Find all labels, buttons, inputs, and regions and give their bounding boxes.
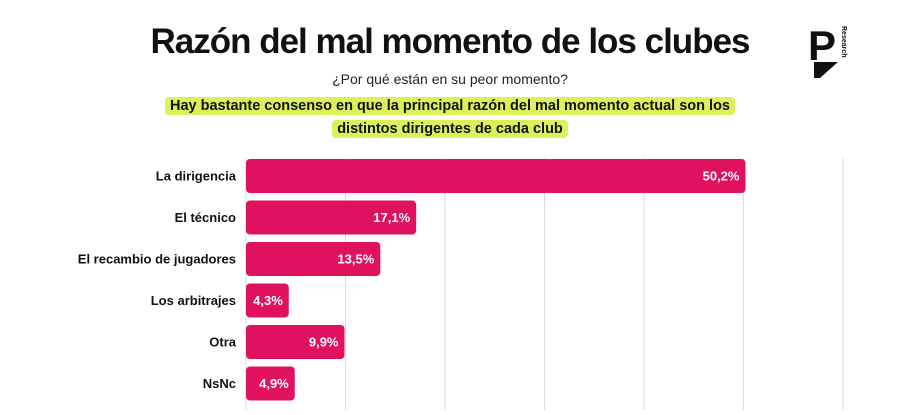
- logo-letter: P: [808, 22, 836, 69]
- category-label: Otra: [209, 335, 237, 350]
- chart-title: Razón del mal momento de los clubes: [150, 22, 750, 61]
- category-label: La dirigencia: [156, 169, 237, 184]
- logo-flag-shape: [814, 62, 838, 78]
- logo-text: Research: [840, 26, 847, 58]
- chart-subtitle: ¿Por qué están en su peor momento?: [332, 71, 568, 87]
- value-label: 4,3%: [253, 293, 283, 308]
- bar: [246, 366, 295, 401]
- bar: [246, 325, 345, 359]
- bar: [246, 159, 746, 193]
- category-label: NsNc: [203, 376, 236, 391]
- value-label: 9,9%: [309, 335, 339, 350]
- value-label: 17,1%: [373, 210, 410, 225]
- bar: [246, 242, 381, 276]
- brand-logo: P Research: [808, 22, 847, 78]
- bar: [246, 283, 289, 318]
- category-label: El recambio de jugadores: [78, 252, 236, 267]
- value-label: 4,9%: [259, 376, 289, 391]
- category-label: Los arbitrajes: [151, 293, 236, 308]
- category-label: El técnico: [175, 210, 236, 225]
- value-label: 50,2%: [703, 169, 740, 184]
- bar: [246, 200, 417, 235]
- highlight-callout: Hay bastante consenso en que la principa…: [150, 95, 750, 141]
- value-label: 13,5%: [337, 252, 374, 267]
